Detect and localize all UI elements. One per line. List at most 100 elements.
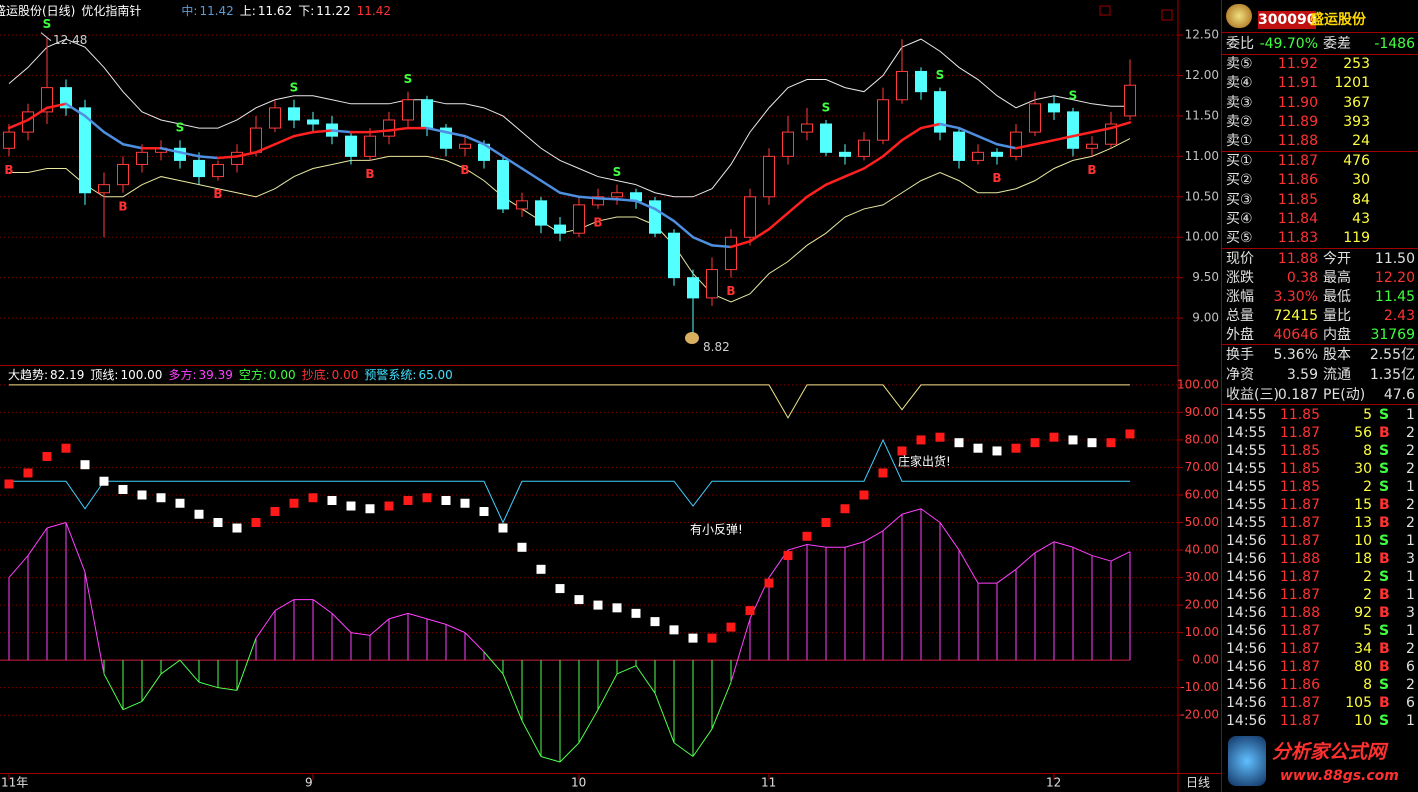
ma-line <box>311 129 334 134</box>
trade-time: 14:56 <box>1226 677 1267 693</box>
candle-body <box>1105 123 1117 145</box>
stat-value: 2.43 <box>1383 308 1415 324</box>
stat-label: 外盘 <box>1226 327 1254 343</box>
trend-mark <box>916 435 926 445</box>
ma-line <box>64 102 87 118</box>
trade-count: 1 <box>1406 407 1415 423</box>
ma-line <box>672 219 695 239</box>
trade-side: S <box>1379 623 1390 639</box>
bulls-outline <box>84 571 105 675</box>
trade-price: 11.87 <box>1279 515 1320 531</box>
bulls-outline <box>103 673 124 710</box>
trend-mark <box>612 603 622 613</box>
trend-mark <box>688 633 698 643</box>
trade-volume: 13 <box>1354 515 1372 531</box>
trend-mark <box>61 443 71 453</box>
y-tick-label: 60.00 <box>1185 487 1219 501</box>
ma-line <box>615 197 638 203</box>
trade-time: 14:56 <box>1226 587 1267 603</box>
ma-line <box>1109 121 1132 130</box>
trade-volume: 8 <box>1363 677 1372 693</box>
bulls-outline <box>540 756 561 763</box>
trade-volume: 18 <box>1354 551 1372 567</box>
trade-volume: 105 <box>1345 695 1372 711</box>
trend-mark <box>574 595 584 605</box>
candle-body <box>231 151 243 165</box>
y-tick-label: 20.00 <box>1185 598 1219 612</box>
trade-price: 11.85 <box>1279 479 1320 495</box>
ma-line <box>653 207 676 223</box>
book-price: 11.90 <box>1277 94 1318 111</box>
bulls-outline <box>464 632 485 653</box>
ma-line <box>121 142 144 150</box>
trade-price: 11.85 <box>1279 461 1320 477</box>
candle-body <box>497 159 509 210</box>
book-label: 买① <box>1226 153 1253 169</box>
trade-time: 14:56 <box>1226 641 1267 657</box>
bulls-outline <box>331 613 352 633</box>
stat-value: 12.20 <box>1374 270 1415 286</box>
ma-line <box>539 179 562 195</box>
stat-value: 72415 <box>1273 308 1318 324</box>
separator <box>1222 54 1418 55</box>
bulls-outline <box>787 544 808 551</box>
signal-label: S <box>822 100 831 114</box>
trend-mark <box>346 501 356 511</box>
legend-value: 0.00 <box>331 368 359 382</box>
trend-mark <box>251 518 261 528</box>
trade-time: 14:56 <box>1226 659 1267 675</box>
book-label: 卖⑤ <box>1226 56 1253 72</box>
trend-mark <box>897 446 907 456</box>
trade-price: 11.86 <box>1279 677 1320 693</box>
book-volume: 30 <box>1352 172 1370 189</box>
bulls-outline <box>673 742 694 757</box>
trade-count: 2 <box>1406 641 1415 657</box>
trade-side: S <box>1379 569 1390 585</box>
trend-mark <box>327 495 337 505</box>
bulls-outline <box>388 612 409 620</box>
legend-value: 0.00 <box>268 368 296 382</box>
trade-price: 11.85 <box>1279 407 1320 423</box>
trade-count: 1 <box>1406 479 1415 495</box>
trade-price: 11.87 <box>1279 587 1320 603</box>
candle-body <box>383 119 395 137</box>
x-tick-label: 11年 <box>1 776 28 790</box>
ma-line <box>634 199 657 211</box>
candle-body <box>554 224 566 234</box>
trend-mark <box>498 523 508 533</box>
trade-price: 11.87 <box>1279 425 1320 441</box>
signal-label: S <box>1069 88 1078 102</box>
book-volume: 84 <box>1352 191 1370 208</box>
trend-mark <box>821 518 831 528</box>
trade-price: 11.87 <box>1279 641 1320 657</box>
ma-line <box>178 151 201 158</box>
upper-band <box>8 38 1130 198</box>
bulls-outline <box>502 673 523 721</box>
y-tick-label: 30.00 <box>1185 570 1219 584</box>
book-volume: 476 <box>1343 153 1370 169</box>
trend-mark <box>555 584 565 594</box>
bulls-outline <box>863 530 884 543</box>
stat-value: 3.59 <box>1286 367 1318 383</box>
ma-line <box>463 134 486 146</box>
trade-price: 11.87 <box>1279 569 1320 585</box>
trend-mark <box>1087 438 1097 448</box>
trade-volume: 10 <box>1354 713 1372 729</box>
trade-count: 1 <box>1406 713 1415 729</box>
window-button[interactable] <box>1161 9 1173 21</box>
separator <box>1222 32 1418 33</box>
y-tick-label: 70.00 <box>1185 460 1219 474</box>
trend-mark <box>308 493 318 503</box>
candle-body <box>953 131 965 161</box>
signal-label: B <box>1087 163 1096 177</box>
trade-price: 11.87 <box>1279 497 1320 513</box>
trade-volume: 8 <box>1363 443 1372 459</box>
trade-side: S <box>1379 461 1390 477</box>
stat-value: 3.30% <box>1273 289 1318 305</box>
book-label: 买⑤ <box>1226 230 1253 247</box>
window-button[interactable] <box>1099 5 1111 16</box>
trade-side: B <box>1379 605 1390 621</box>
bulls-outline <box>483 651 504 675</box>
bulls-outline <box>445 623 466 634</box>
trend-mark <box>441 495 451 505</box>
